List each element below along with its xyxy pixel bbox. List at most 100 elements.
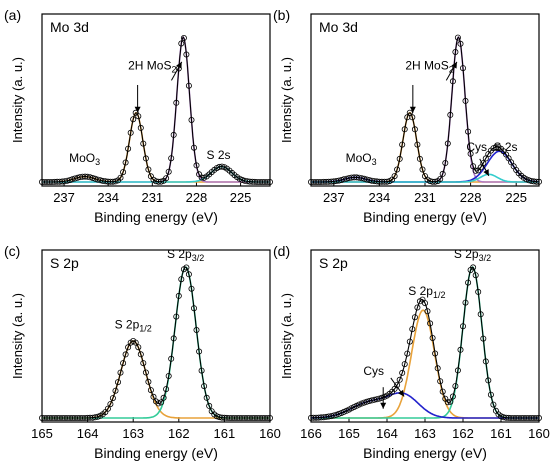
x-tick-label: 164 xyxy=(77,426,99,441)
envelope-fit-line xyxy=(311,36,539,183)
plot-frame xyxy=(41,249,271,423)
data-point xyxy=(424,308,431,315)
data-point xyxy=(135,113,142,120)
peak-annotation: Cys xyxy=(466,140,487,154)
data-point xyxy=(206,402,213,409)
data-point xyxy=(340,408,347,415)
x-tick-label: 162 xyxy=(452,426,474,441)
data-point xyxy=(203,394,210,401)
data-point xyxy=(155,400,162,407)
panel-c: (c) S 2p Binding energy (eV) Intensity (… xyxy=(4,243,281,461)
data-point xyxy=(132,339,139,346)
data-point xyxy=(158,399,165,406)
data-point xyxy=(449,393,456,400)
x-tick-label: 231 xyxy=(414,190,436,205)
panel-title: Mo 3d xyxy=(50,19,89,35)
peak-annotation: Cys xyxy=(363,364,384,378)
data-point xyxy=(419,166,426,173)
x-axis-label: Binding energy (eV) xyxy=(363,445,487,461)
x-tick-label: 160 xyxy=(528,426,550,441)
data-point xyxy=(470,163,477,170)
data-point xyxy=(163,175,170,182)
envelope-fit-line xyxy=(42,266,270,419)
panel-label: (a) xyxy=(4,7,21,23)
arrow-head xyxy=(409,106,416,113)
data-point xyxy=(376,395,383,402)
x-tick-label: 225 xyxy=(505,190,527,205)
data-point xyxy=(356,401,363,408)
panel-title: S 2p xyxy=(50,255,79,271)
data-point xyxy=(147,387,154,394)
x-tick-label: 161 xyxy=(214,426,236,441)
peak-annotation: 2H MoS2 xyxy=(128,59,176,75)
data-point xyxy=(150,393,157,400)
fit-component-line xyxy=(311,309,539,419)
data-point xyxy=(394,381,401,388)
data-point xyxy=(135,344,142,351)
panel-b: (b) Mo 3d Binding energy (eV) Intensity … xyxy=(273,7,543,225)
x-tick-label: 237 xyxy=(53,190,75,205)
data-point xyxy=(477,164,484,171)
data-point xyxy=(396,376,403,383)
peak-annotation: S 2p3/2 xyxy=(167,247,204,263)
y-axis-label: Intensity (a. u.) xyxy=(279,57,294,143)
x-tick-label: 162 xyxy=(168,426,190,441)
fit-component-line xyxy=(311,173,539,183)
data-point xyxy=(117,174,124,181)
x-tick-label: 231 xyxy=(141,190,163,205)
peak-annotation: S 2s xyxy=(494,140,518,154)
data-point xyxy=(333,411,340,418)
panel-title: S 2p xyxy=(319,255,348,271)
arrow-head xyxy=(483,169,489,176)
panel-title: Mo 3d xyxy=(319,19,358,35)
arrow-head xyxy=(451,61,457,69)
peak-annotation: S 2p1/2 xyxy=(115,318,152,334)
peak-annotation: S 2s xyxy=(207,148,231,162)
data-point xyxy=(439,170,446,177)
x-tick-label: 234 xyxy=(369,190,391,205)
data-point xyxy=(394,166,401,173)
panel-d: (d) S 2p Binding energy (eV) Intensity (… xyxy=(273,243,550,461)
peak-annotation: MoO3 xyxy=(346,151,377,167)
data-point xyxy=(145,166,152,173)
arrow-head xyxy=(398,389,405,397)
data-point xyxy=(421,300,428,307)
data-point xyxy=(335,410,342,417)
data-point xyxy=(523,176,530,183)
x-tick-label: 160 xyxy=(259,426,281,441)
data-point xyxy=(165,168,172,175)
peak-annotation: MoO3 xyxy=(69,151,100,167)
y-axis-label: Intensity (a. u.) xyxy=(10,57,25,143)
data-point xyxy=(115,379,122,386)
x-tick-label: 237 xyxy=(323,190,345,205)
data-point xyxy=(378,394,385,401)
data-point xyxy=(399,369,406,376)
data-point xyxy=(180,35,187,42)
panel-label: (b) xyxy=(273,7,290,23)
x-tick-label: 161 xyxy=(490,426,512,441)
data-point xyxy=(409,114,416,121)
fit-component-line xyxy=(42,111,270,183)
data-point xyxy=(112,387,119,394)
arrow-head xyxy=(380,402,387,409)
panel-a: (a) Mo 3d Binding energy (eV) Intensity … xyxy=(4,7,273,225)
x-axis-label: Binding energy (eV) xyxy=(94,209,218,225)
x-tick-label: 166 xyxy=(300,426,322,441)
x-tick-label: 228 xyxy=(460,190,482,205)
data-point xyxy=(411,314,418,321)
peak-annotation: S 2p1/2 xyxy=(408,284,445,300)
x-tick-label: 234 xyxy=(97,190,119,205)
plot-frame xyxy=(310,249,540,423)
envelope-fit-line xyxy=(311,266,539,419)
data-point xyxy=(120,169,127,176)
data-point xyxy=(391,173,398,180)
x-axis-label: Binding energy (eV) xyxy=(94,445,218,461)
data-point xyxy=(122,351,129,358)
data-point xyxy=(437,175,444,182)
data-point xyxy=(125,344,132,351)
data-point xyxy=(163,386,170,393)
data-point xyxy=(454,34,461,41)
x-axis-label: Binding energy (eV) xyxy=(363,209,487,225)
plot-frame xyxy=(41,13,271,187)
x-tick-label: 228 xyxy=(186,190,208,205)
